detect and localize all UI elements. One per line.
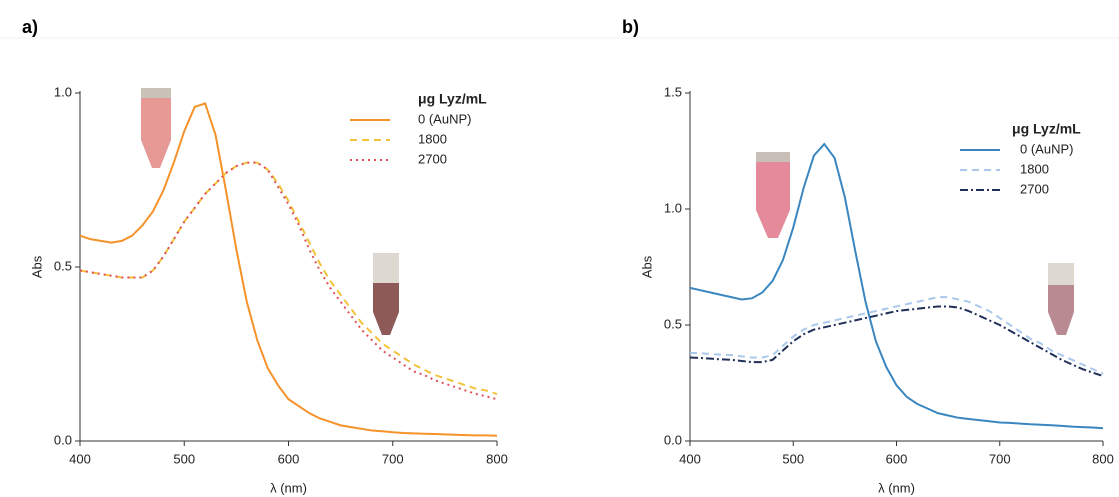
y-tick-label: 0.0	[54, 432, 72, 447]
legend-label: 2700	[418, 151, 447, 166]
data-line	[79, 102, 498, 437]
legend-label: 2700	[1020, 181, 1049, 196]
x-tick-label: 800	[486, 451, 508, 466]
tube-image	[1048, 263, 1074, 335]
legend-title: μg Lyz/mL	[418, 91, 487, 107]
x-tick-label: 600	[886, 451, 908, 466]
data-line	[689, 142, 1104, 430]
data-line	[689, 296, 1104, 375]
panel-label: b)	[622, 17, 639, 37]
legend-title: μg Lyz/mL	[1012, 121, 1081, 137]
legend-label: 0 (AuNP)	[418, 111, 471, 126]
x-tick-label: 800	[1092, 451, 1114, 466]
x-tick-label: 400	[69, 451, 91, 466]
tube-image	[756, 152, 790, 238]
y-axis-title: Abs	[29, 255, 44, 278]
tube-image	[141, 88, 171, 168]
y-axis-title: Abs	[639, 255, 654, 278]
x-tick-label: 500	[782, 451, 804, 466]
data-line	[689, 305, 1104, 377]
y-tick-label: 1.0	[664, 200, 682, 215]
data-line	[79, 161, 498, 401]
y-tick-label: 1.0	[54, 84, 72, 99]
tube-image	[373, 253, 399, 335]
x-axis-title: λ (nm)	[270, 480, 307, 495]
y-tick-label: 0.5	[664, 316, 682, 331]
legend-label: 1800	[418, 131, 447, 146]
data-line	[79, 161, 498, 395]
x-tick-label: 400	[679, 451, 701, 466]
x-tick-label: 500	[173, 451, 195, 466]
x-axis-title: λ (nm)	[878, 480, 915, 495]
legend-label: 1800	[1020, 161, 1049, 176]
y-tick-label: 0.5	[54, 258, 72, 273]
x-tick-label: 700	[382, 451, 404, 466]
x-tick-label: 600	[278, 451, 300, 466]
legend-label: 0 (AuNP)	[1020, 141, 1073, 156]
y-tick-label: 1.5	[664, 84, 682, 99]
x-tick-label: 700	[989, 451, 1011, 466]
y-tick-label: 0.0	[664, 432, 682, 447]
panel-label: a)	[22, 17, 38, 37]
